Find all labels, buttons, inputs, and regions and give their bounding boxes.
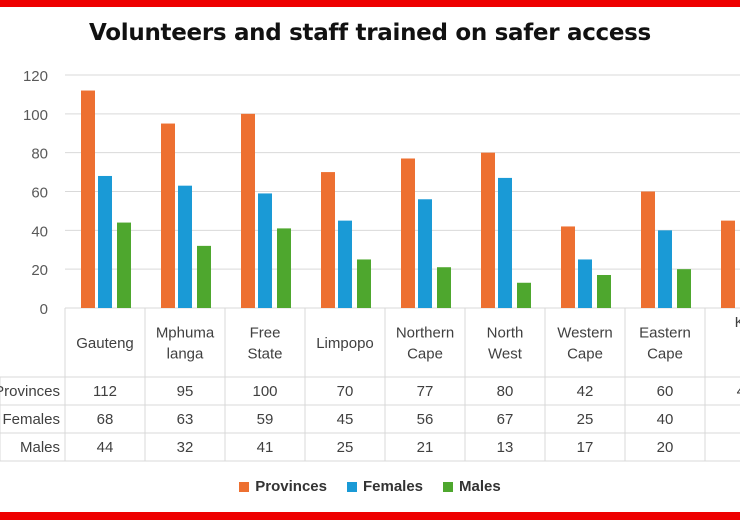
legend-swatch xyxy=(346,481,357,492)
table-cell: 44 xyxy=(97,439,114,456)
table-cell: 45 xyxy=(737,383,740,400)
legend-swatch xyxy=(443,481,454,492)
bottom-border xyxy=(0,512,740,520)
category-label: Free xyxy=(250,325,281,342)
legend: Provinces Females Males xyxy=(0,478,740,495)
bar-males xyxy=(517,282,531,308)
y-tick-label: 100 xyxy=(23,107,48,124)
table-cell: 100 xyxy=(252,383,277,400)
chart-title: Volunteers and staff trained on safer ac… xyxy=(89,20,651,46)
category-label: langa xyxy=(167,346,204,363)
category-label: Limpopo xyxy=(316,335,374,352)
category-label: North xyxy=(487,325,524,342)
table-cell: 80 xyxy=(497,383,514,400)
table-cell: 56 xyxy=(417,411,434,428)
bar-females xyxy=(98,175,112,308)
category-label: Eastern xyxy=(639,325,691,342)
bar-males xyxy=(597,274,611,308)
table-cell: 21 xyxy=(417,439,434,456)
category-label: Mphuma xyxy=(156,325,215,342)
category-label: Western xyxy=(557,325,613,342)
table-cell: 59 xyxy=(257,411,274,428)
bar-provinces xyxy=(641,191,655,308)
category-label: West xyxy=(488,346,523,363)
bar-females xyxy=(338,220,352,308)
bar-provinces xyxy=(81,90,95,309)
table-cell: 70 xyxy=(337,383,354,400)
table-cell: 67 xyxy=(497,411,514,428)
y-tick-label: 60 xyxy=(31,185,48,202)
row-header: Provinces xyxy=(0,383,60,400)
bar-provinces xyxy=(241,113,255,308)
bar-females xyxy=(178,185,192,308)
bar-males xyxy=(197,245,211,308)
table-cell: 112 xyxy=(93,383,117,400)
y-tick-label: 20 xyxy=(31,262,48,279)
category-label: Kw xyxy=(735,314,740,331)
row-header: Males xyxy=(20,439,60,456)
bar-females xyxy=(258,193,272,308)
table-cell: 42 xyxy=(577,383,594,400)
table-cell: 63 xyxy=(177,411,194,428)
bar-provinces xyxy=(721,220,735,308)
table-cell: 40 xyxy=(657,411,674,428)
category-label: Cape xyxy=(647,346,683,363)
table-cell: 32 xyxy=(177,439,194,456)
bar-males xyxy=(677,269,691,308)
bar-females xyxy=(658,230,672,308)
bar-provinces xyxy=(401,158,415,308)
legend-label: Males xyxy=(459,478,501,495)
bar-provinces xyxy=(321,172,335,308)
table-cell: 13 xyxy=(497,439,514,456)
legend-item: Males xyxy=(443,478,501,495)
top-border xyxy=(0,0,740,7)
table-cell: 25 xyxy=(577,411,594,428)
legend-label: Provinces xyxy=(255,478,327,495)
y-tick-label: 40 xyxy=(31,223,48,240)
bar-males xyxy=(357,259,371,308)
category-label: State xyxy=(247,346,282,363)
bar-females xyxy=(418,199,432,308)
bar-males xyxy=(277,228,291,308)
bar-males xyxy=(437,267,451,308)
category-label: Gauteng xyxy=(76,335,134,352)
category-label: Cape xyxy=(407,346,443,363)
table-cell: 60 xyxy=(657,383,674,400)
category-label: Northern xyxy=(396,325,454,342)
bar-females xyxy=(578,259,592,308)
table-cell: 20 xyxy=(657,439,674,456)
bar-provinces xyxy=(481,152,495,308)
y-tick-label: 80 xyxy=(31,146,48,163)
y-tick-label: 0 xyxy=(40,301,48,318)
table-cell: 95 xyxy=(177,383,194,400)
bar-provinces xyxy=(161,123,175,309)
bar-females xyxy=(498,177,512,308)
row-header: Females xyxy=(2,411,60,428)
legend-item: Females xyxy=(346,478,424,495)
category-label: Cape xyxy=(567,346,603,363)
bar-provinces xyxy=(561,226,575,308)
y-tick-label: 120 xyxy=(23,68,48,85)
bar-males xyxy=(117,222,131,308)
table-cell: 77 xyxy=(417,383,434,400)
table-cell: 17 xyxy=(577,439,594,456)
legend-swatch xyxy=(239,481,250,492)
table-cell: 68 xyxy=(97,411,114,428)
table-cell: 41 xyxy=(257,439,274,456)
table-cell: 45 xyxy=(337,411,354,428)
legend-label: Females xyxy=(362,478,424,495)
table-cell: 25 xyxy=(337,439,354,456)
legend-item: Provinces xyxy=(239,478,327,495)
